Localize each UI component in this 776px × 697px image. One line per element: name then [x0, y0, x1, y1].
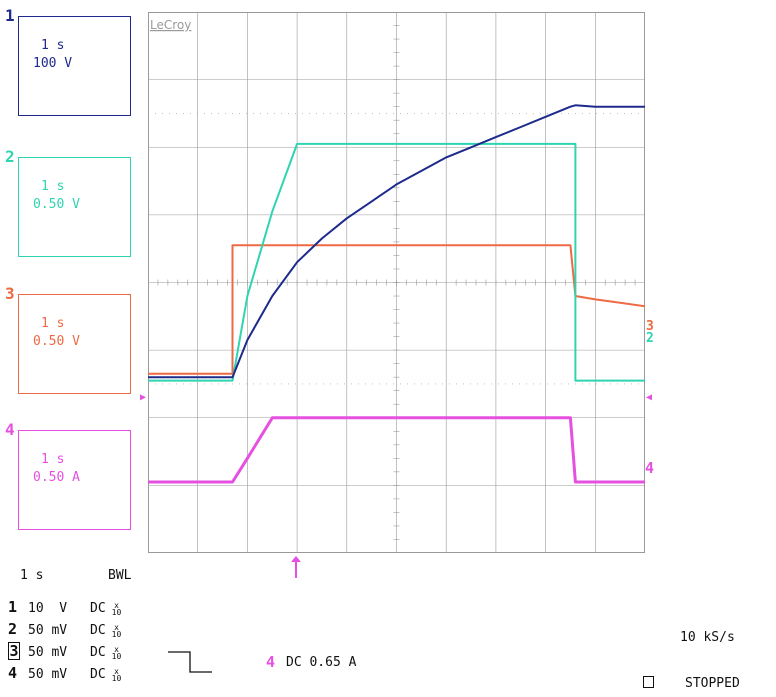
channel-2-right-marker: 2	[646, 331, 654, 346]
probe-attenuation: x 10	[111, 622, 122, 639]
coupling-row-3[interactable]: 3 50 mV DC x 10	[8, 642, 121, 662]
coupling-volts: 10 V	[28, 601, 68, 616]
trigger-channel: 4	[266, 653, 276, 671]
channel-ground-marker-left: ▶	[140, 392, 147, 403]
coupling-volts: 50 mV	[28, 623, 68, 638]
coupling-channel-number: 1	[8, 598, 18, 616]
trigger-position-arrow	[291, 556, 301, 578]
channel-3-number: 3	[5, 284, 15, 303]
channel-1-number: 1	[5, 6, 15, 25]
channel-4-time: 1 s	[41, 452, 65, 467]
coupling-volts: 50 mV	[28, 645, 68, 660]
coupling-row-4[interactable]: 4 50 mV DC x 10	[8, 664, 121, 684]
acquisition-status: STOPPED	[685, 676, 740, 691]
coupling-mode: DC	[90, 601, 106, 616]
channel-4-scale: 0.50 A	[33, 470, 80, 485]
coupling-mode: DC	[90, 667, 106, 682]
probe-attenuation: x 10	[111, 600, 122, 617]
channel-2-number: 2	[5, 147, 15, 166]
probe-attenuation: x 10	[111, 644, 122, 661]
bwl-indicator: BWL	[108, 568, 132, 583]
channel-1-box[interactable]: 1 1 s 100 V	[5, 8, 131, 116]
channel-3-time: 1 s	[41, 316, 65, 331]
channel-2-time: 1 s	[41, 179, 65, 194]
coupling-channel-number: 3	[8, 642, 20, 660]
channel-1-scale: 100 V	[33, 56, 73, 71]
trace-channel-1	[148, 104, 645, 379]
probe-attenuation: x 10	[111, 666, 122, 683]
channel-4-right-marker: 4	[645, 459, 655, 477]
channel-ground-marker-right: ◀	[646, 392, 653, 403]
channel-3-right-marker: 3	[646, 319, 654, 334]
brand-logo: LeCroy	[150, 18, 191, 32]
trace-channel-4	[148, 416, 645, 484]
channel-4-box[interactable]: 4 1 s 0.50 A	[5, 422, 131, 530]
channel-2-scale: 0.50 V	[33, 197, 80, 212]
scope-grid	[148, 12, 645, 553]
scope-display[interactable]: LeCroy	[148, 12, 645, 553]
coupling-volts: 50 mV	[28, 667, 68, 682]
coupling-mode: DC	[90, 623, 106, 638]
coupling-row-1[interactable]: 1 10 V DC x 10	[8, 598, 121, 618]
trace-layer	[148, 104, 645, 484]
timebase-value: 1 s	[20, 568, 44, 583]
channel-4-number: 4	[5, 420, 15, 439]
trigger-setting: DC 0.65 A	[286, 655, 357, 670]
stop-checkbox-icon[interactable]	[643, 676, 654, 688]
channel-1-time: 1 s	[41, 38, 65, 53]
sample-rate: 10 kS/s	[680, 630, 735, 645]
trigger-slope-icon	[168, 651, 212, 673]
coupling-mode: DC	[90, 645, 106, 660]
coupling-row-2[interactable]: 2 50 mV DC x 10	[8, 620, 121, 640]
coupling-channel-number: 2	[8, 620, 18, 638]
channel-3-scale: 0.50 V	[33, 334, 80, 349]
coupling-channel-number: 4	[8, 664, 18, 682]
trace-channel-2	[148, 142, 645, 382]
channel-3-box[interactable]: 3 1 s 0.50 V	[5, 286, 131, 394]
channel-2-box[interactable]: 2 1 s 0.50 V	[5, 149, 131, 257]
trace-channel-3	[148, 244, 645, 375]
